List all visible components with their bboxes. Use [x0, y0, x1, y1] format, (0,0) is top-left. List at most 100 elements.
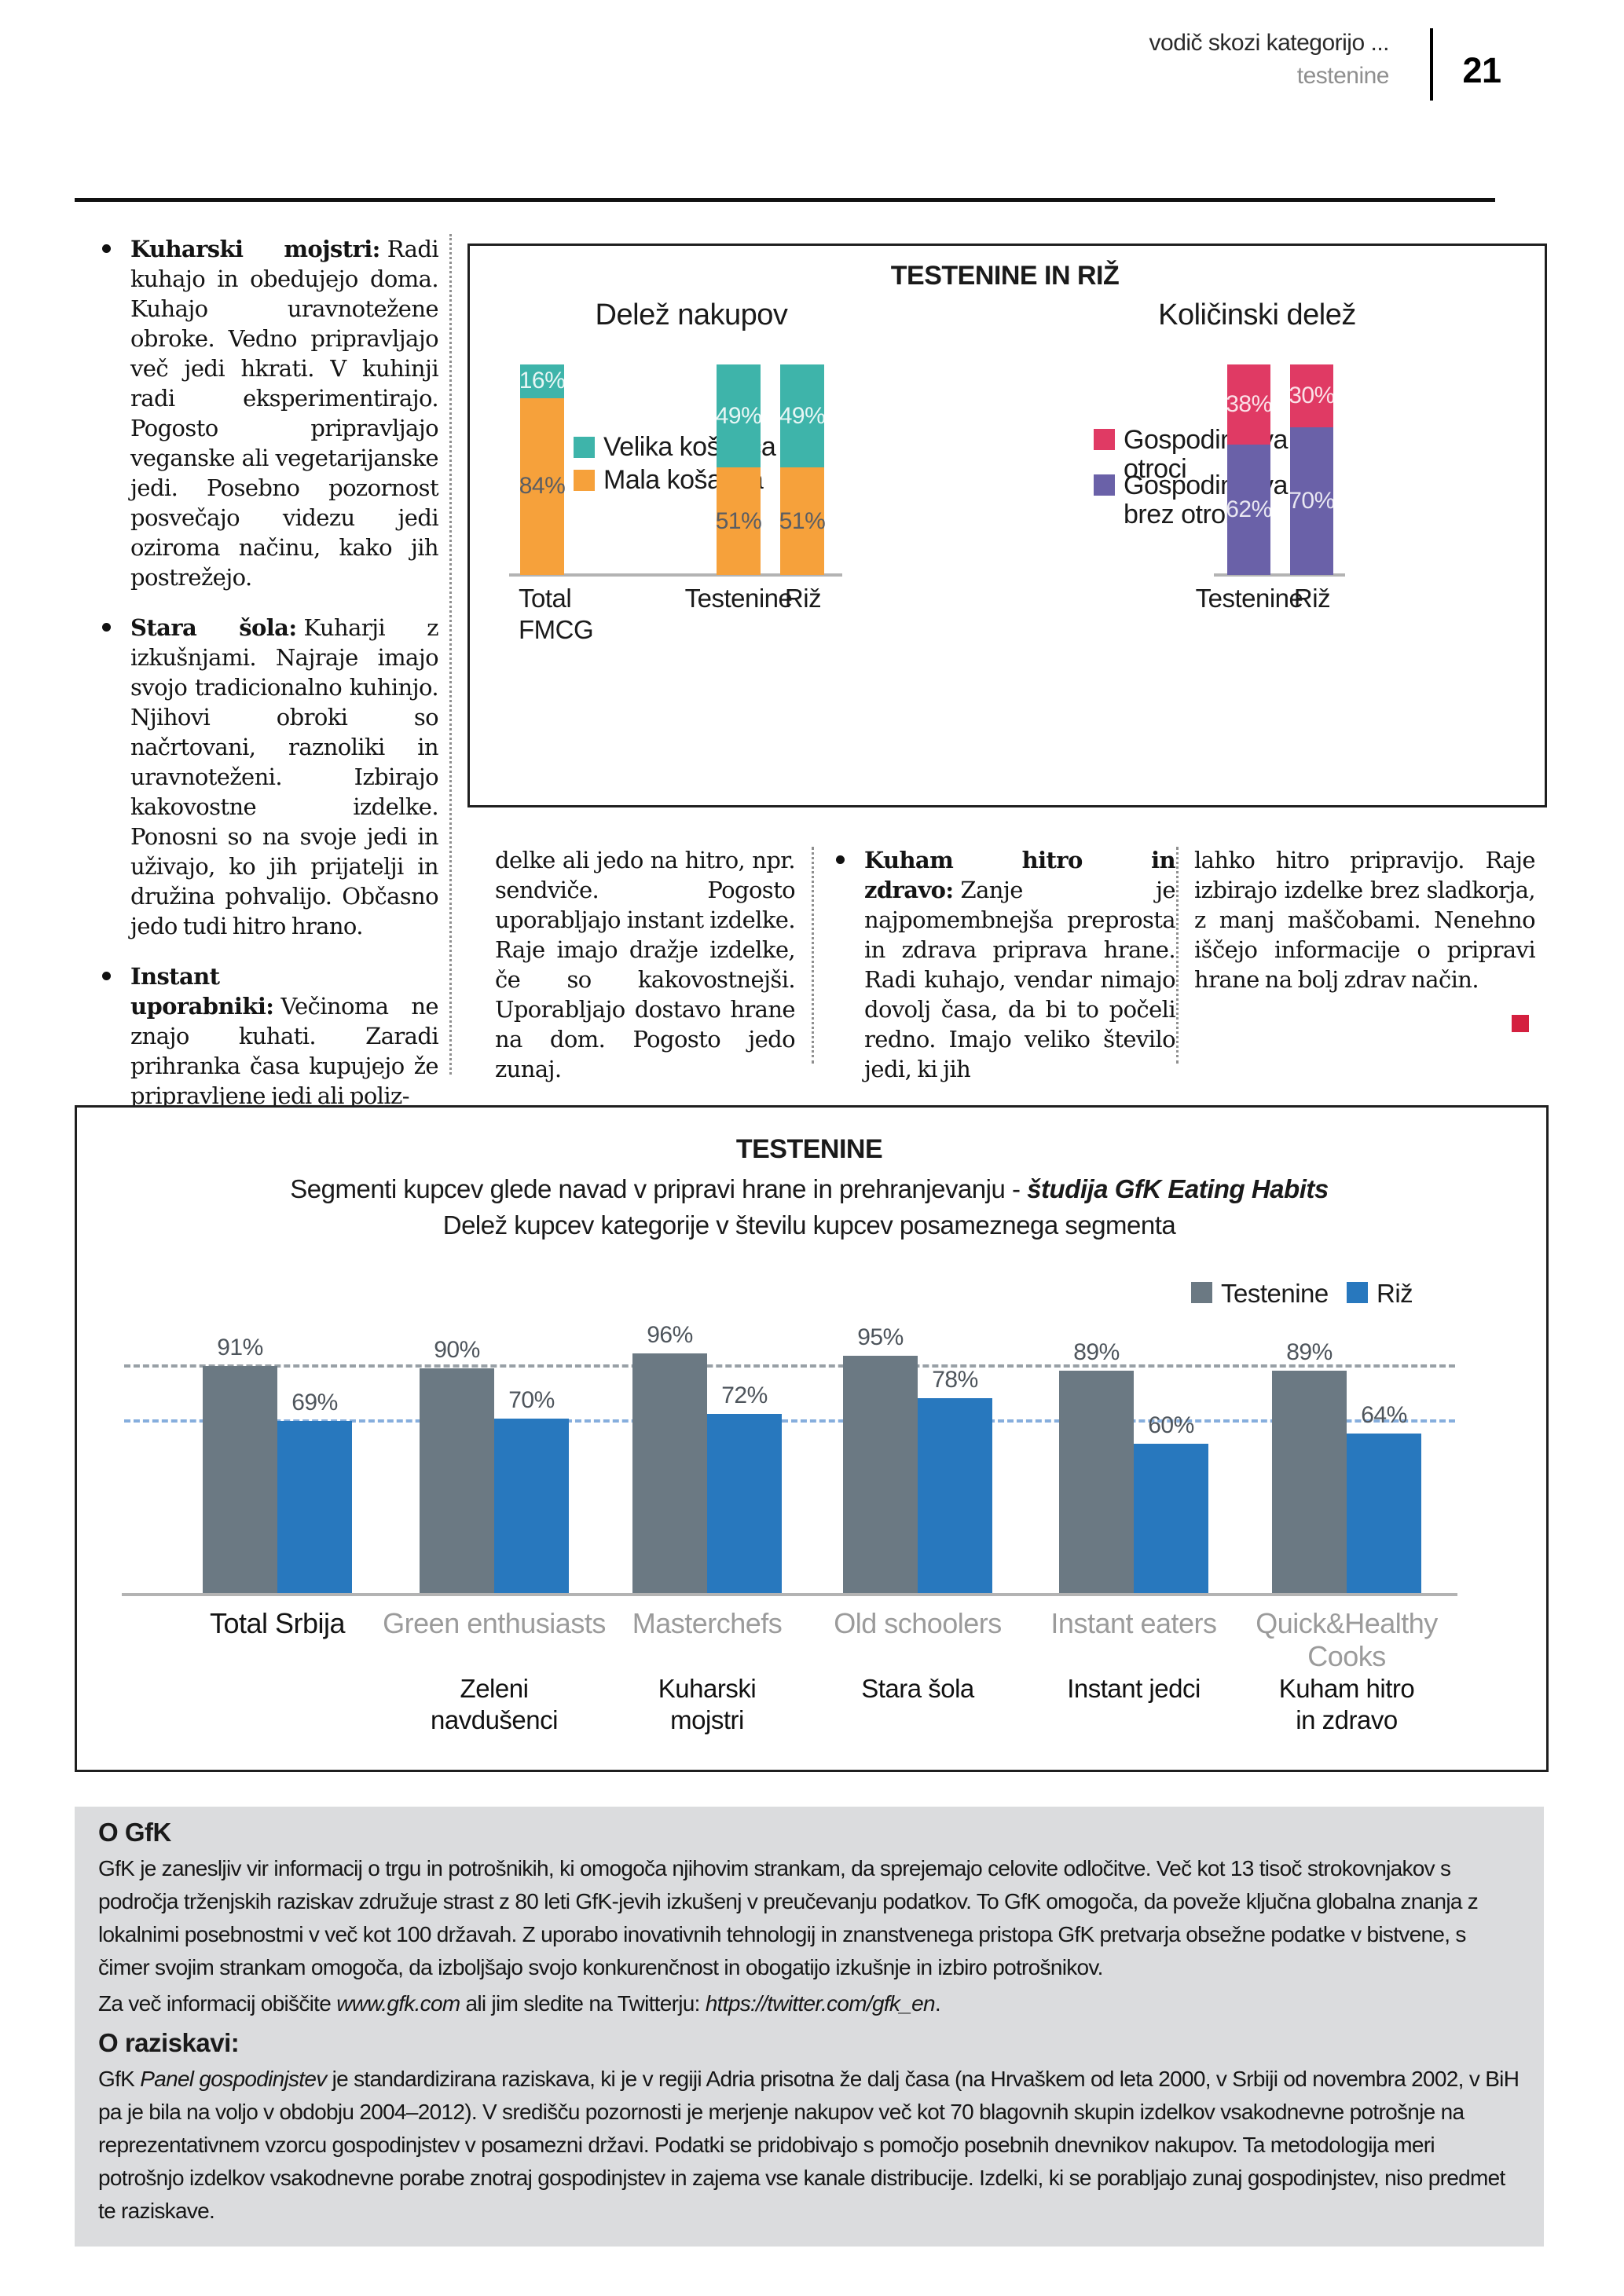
segment-value-label: 51% — [779, 507, 826, 534]
header-category-pretitle: vodič skozi kategorijo ... — [1149, 30, 1390, 56]
chart1-category-riz-right: Riž — [1293, 584, 1331, 613]
bar-riž — [918, 1398, 992, 1595]
chart1-category-riz: Riž — [784, 584, 822, 613]
bullet-lead: Stara šola: — [130, 614, 297, 641]
bar-riž — [494, 1419, 569, 1595]
column-separator — [1176, 847, 1179, 1064]
chart1-frame — [467, 244, 1547, 807]
bar-value-label: 72% — [721, 1382, 768, 1408]
chart2-subtitle-text: Segmenti kupcev glede navad v pripravi h… — [290, 1174, 1028, 1203]
reference-dashed-line — [124, 1419, 1455, 1423]
about-study-body: GfK Panel gospodinjstev je standardizira… — [98, 2063, 1520, 2228]
chart1-left-panel-title: Delež nakupov — [595, 298, 788, 331]
about-study-text: je standardizirana raziskava, ki je v re… — [98, 2067, 1520, 2223]
segment-value-label: 49% — [779, 402, 826, 429]
bullet-paragraph: Kuham hitro in zdravo: Zanje je najpomemb… — [836, 845, 1176, 1084]
bullet-paragraph: Stara šola: Kuharji z izkušnjami. Najraje… — [102, 613, 439, 941]
chart1-right-panel-title: Količinski delež — [1158, 298, 1356, 331]
bar-riž — [277, 1421, 352, 1595]
bar-testenine — [1272, 1371, 1347, 1595]
chart2-category-label-slovenian: Kuham hitro in zdravo — [1278, 1674, 1415, 1734]
bullet-icon — [102, 244, 111, 253]
stacked-bar-segment — [1290, 427, 1333, 575]
study-name: Panel gospodinjstev — [140, 2067, 327, 2091]
info-box: O GfK GfK je zanesljiv vir informacij o … — [75, 1807, 1544, 2247]
chart2-title: TESTENINE — [735, 1134, 883, 1164]
continuation-text: lahko hitro pripravijo. Raje izbirajo iz… — [1194, 847, 1536, 993]
bullet-text: Radi kuhajo in obedujejo doma. Kuhajo ur… — [130, 236, 439, 591]
stacked-bar-segment — [780, 467, 824, 575]
bar-testenine — [1059, 1371, 1134, 1595]
bullet-lead: Kuharski mojstri: — [130, 236, 380, 262]
chart1-title: TESTENINE IN RIŽ — [890, 261, 1120, 291]
legend-label-riz: Riž — [1377, 1279, 1413, 1308]
bullet-text: Kuharji z izkušnjami. Najraje imajo svoj… — [130, 614, 439, 939]
bar-value-label: 78% — [932, 1367, 978, 1393]
bar-value-label: 96% — [647, 1321, 693, 1348]
bullet-paragraph: Kuharski mojstri: Radi kuhajo in obedujej… — [102, 234, 439, 592]
chart2-category-label-slovenian: Instant jedci — [1067, 1674, 1201, 1703]
chart2-subtitle-emphasis: študija GfK Eating Habits — [1027, 1174, 1329, 1203]
middle-column-bullet: Kuham hitro in zdravo: Zanje je najpomemb… — [836, 845, 1176, 1104]
stacked-bar-segment — [717, 467, 761, 575]
header-divider — [1430, 28, 1433, 101]
bullet-icon — [102, 972, 111, 980]
bar-riž — [707, 1413, 782, 1595]
legend-label-testenine: Testenine — [1221, 1279, 1329, 1308]
chart2-category-label-slovenian: Kuharski mojstri — [658, 1674, 757, 1734]
about-gfk-links: Za več informacij obiščite www.gfk.com a… — [98, 1987, 1520, 2020]
bullet-icon — [102, 623, 111, 632]
page-number: 21 — [1462, 50, 1501, 90]
gfk-twitter-link: https://twitter.com/gfk_en — [705, 1991, 936, 2016]
bar-value-label: 89% — [1073, 1339, 1120, 1366]
middle-column-continuation-2: lahko hitro pripravijo. Raje izbirajo iz… — [1194, 845, 1536, 1015]
about-gfk-text: GfK je zanesljiv vir informacij o trgu i… — [98, 1856, 1479, 1979]
chart2-subtitle: Segmenti kupcev glede navad v pripravi h… — [75, 1174, 1544, 1205]
gfk-website-link: www.gfk.com — [336, 1991, 460, 2016]
chart1-left-axis — [509, 573, 842, 577]
continuation-paragraph: lahko hitro pripravijo. Raje izbirajo iz… — [1194, 845, 1536, 994]
left-text-column: Kuharski mojstri: Radi kuhajo in obedujej… — [102, 234, 439, 1131]
chart1-category-testenine: Testenine — [684, 584, 793, 613]
stacked-bar-segment — [1290, 364, 1333, 428]
bar-riž — [1347, 1434, 1421, 1595]
about-gfk-body: GfK je zanesljiv vir informacij o trgu i… — [98, 1852, 1520, 1984]
legend-label-gospodinjstva-z-otroci: Gospodinjstva z otroci — [1124, 425, 1308, 484]
legend-swatch-gospodinjstva-brez-otrok — [1094, 474, 1115, 496]
chart1-category-testenine-right: Testenine — [1195, 584, 1303, 613]
chart2-category-label-slovenian: Stara šola — [861, 1674, 974, 1703]
about-gfk-more-suffix: . — [934, 1991, 941, 2016]
bullet-text: Zanje je najpomembnejša preprosta in zdr… — [864, 877, 1176, 1082]
legend-swatch-gospodinjstva-z-otroci — [1094, 429, 1115, 450]
bullet-text: Večinoma ne znajo kuhati. Zaradi prihran… — [130, 993, 439, 1109]
chart2-category-label: Green enthusiasts — [383, 1607, 606, 1639]
bar-value-label: 64% — [1361, 1402, 1407, 1429]
stacked-bar-segment — [520, 397, 564, 575]
chart2-category-label-slovenian: Zeleni navdušenci — [431, 1674, 558, 1734]
about-gfk-heading: O GfK — [98, 1818, 171, 1847]
bullet-lead: Instant uporabniki: — [130, 963, 274, 1020]
legend-swatch-mala-kosarica — [574, 470, 595, 491]
stacked-bar-segment — [780, 364, 824, 468]
stacked-bar-segment — [520, 364, 564, 398]
chart2-subtitle-2: Delež kupcev kategorije v številu kupcev… — [442, 1210, 1176, 1240]
bar-value-label: 95% — [857, 1324, 904, 1350]
bar-riž — [1134, 1444, 1208, 1595]
bar-value-label: 90% — [434, 1337, 480, 1363]
bar-value-label: 60% — [1148, 1412, 1194, 1438]
segment-value-label: 49% — [715, 402, 762, 429]
chart2-baseline — [122, 1593, 1457, 1596]
bar-testenine — [843, 1356, 918, 1595]
about-gfk-more-middle: ali jim sledite na Twitterju: — [460, 1991, 706, 2016]
stacked-bar-segment — [1227, 444, 1270, 575]
continuation-paragraph: delke ali jedo na hitro, npr. sendviče. … — [495, 845, 796, 1084]
bar-value-label: 91% — [217, 1334, 263, 1360]
bar-testenine — [632, 1353, 707, 1595]
header-rule — [75, 198, 1495, 202]
continuation-text: delke ali jedo na hitro, npr. sendviče. … — [495, 847, 796, 1082]
legend-swatch-testenine — [1191, 1282, 1212, 1303]
bullet-icon — [836, 855, 845, 864]
bar-testenine — [420, 1368, 494, 1595]
header-category-title: testenine — [1296, 63, 1390, 89]
legend-swatch-riz — [1347, 1282, 1368, 1303]
